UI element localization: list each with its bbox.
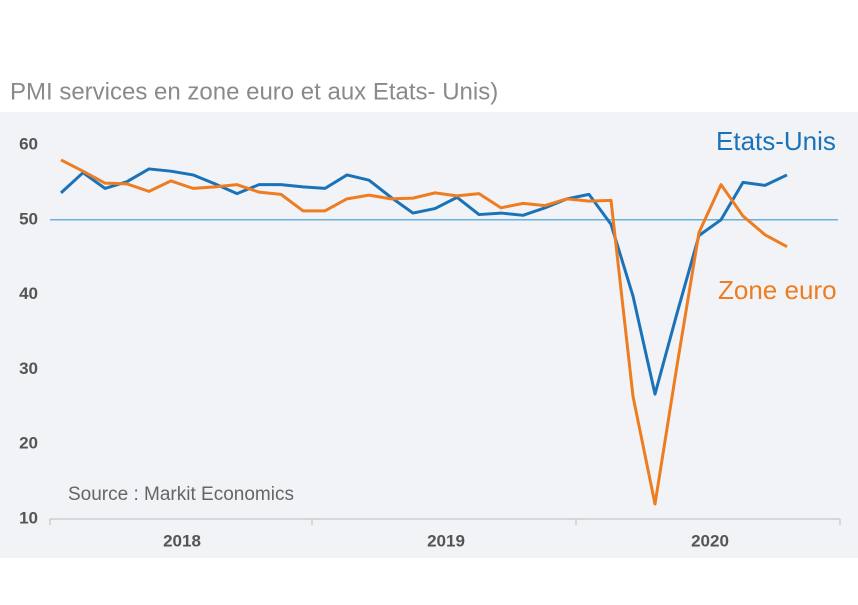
y-tick-label: 60 xyxy=(19,134,38,153)
source-note: Source : Markit Economics xyxy=(68,484,294,505)
chart-title: PMI services en zone euro et aux Etats- … xyxy=(10,78,498,105)
y-tick-label: 40 xyxy=(19,284,38,303)
x-year-label: 2018 xyxy=(163,531,201,550)
y-tick-label: 10 xyxy=(19,508,38,527)
y-tick-label: 30 xyxy=(19,359,38,378)
legend-label: Zone euro xyxy=(718,275,837,305)
series-line xyxy=(60,158,788,506)
x-year-label: 2019 xyxy=(427,531,465,550)
series-line xyxy=(59,167,788,396)
y-tick-label: 20 xyxy=(19,434,38,453)
legend-label: Etats-Unis xyxy=(716,126,836,156)
x-year-label: 2020 xyxy=(691,531,729,550)
y-tick-label: 50 xyxy=(19,209,38,228)
plot-background xyxy=(0,112,858,558)
